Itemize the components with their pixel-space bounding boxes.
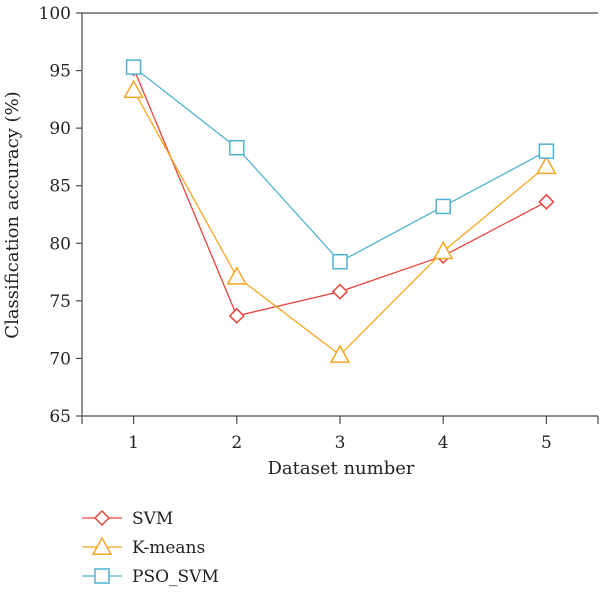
series-k-means [123, 79, 557, 363]
legend-item-k-means: K-means [82, 536, 205, 558]
axis-ticks: 65 70 75 80 85 90 95 100 1 2 3 4 5 [39, 4, 599, 453]
series-layer [123, 59, 557, 363]
data-point-k-means [123, 79, 144, 99]
y-tick-label: 80 [49, 234, 71, 254]
y-tick-label: 75 [49, 292, 71, 312]
data-point-k-means [536, 155, 557, 175]
series-pso-svm [125, 59, 555, 270]
y-tick-label: 65 [49, 407, 71, 427]
x-tick-label: 3 [335, 433, 346, 453]
data-point-pso-svm [125, 59, 142, 75]
series-line-k-means [133, 89, 547, 356]
x-axis-title: Dataset number [267, 458, 414, 479]
x-tick-label: 1 [128, 433, 139, 453]
y-tick-label: 85 [49, 177, 71, 197]
legend-marker-svm [93, 509, 111, 527]
legend-marker-pso-svm [94, 568, 110, 584]
legend-item-svm: SVM [82, 509, 173, 529]
data-point-pso-svm [229, 139, 245, 156]
y-tick-label: 95 [49, 62, 71, 82]
legend: SVM K-means PSO_SVM [82, 509, 219, 587]
series-line-pso-svm [133, 66, 547, 263]
legend-label-k-means: K-means [132, 538, 205, 558]
data-point-svm [228, 307, 245, 324]
legend-marker-k-means [91, 536, 113, 555]
x-tick-label: 5 [541, 433, 552, 453]
data-point-k-means [226, 266, 248, 285]
legend-label-svm: SVM [132, 509, 173, 529]
y-tick-label: 90 [49, 119, 71, 139]
data-point-pso-svm [538, 143, 555, 159]
y-axis-title: Classification accuracy (%) [2, 91, 23, 338]
data-point-svm [331, 283, 349, 300]
y-tick-label: 70 [49, 349, 71, 369]
data-point-pso-svm [332, 253, 348, 270]
x-tick-label: 2 [231, 433, 242, 453]
data-point-pso-svm [435, 198, 451, 215]
y-tick-label: 100 [39, 4, 71, 24]
series-line-svm [133, 68, 547, 317]
x-tick-label: 4 [438, 433, 449, 453]
data-point-k-means [329, 344, 351, 363]
data-point-svm [538, 193, 555, 210]
legend-label-pso-svm: PSO_SVM [132, 567, 219, 587]
legend-item-pso-svm: PSO_SVM [82, 567, 219, 587]
data-point-k-means [432, 240, 454, 260]
